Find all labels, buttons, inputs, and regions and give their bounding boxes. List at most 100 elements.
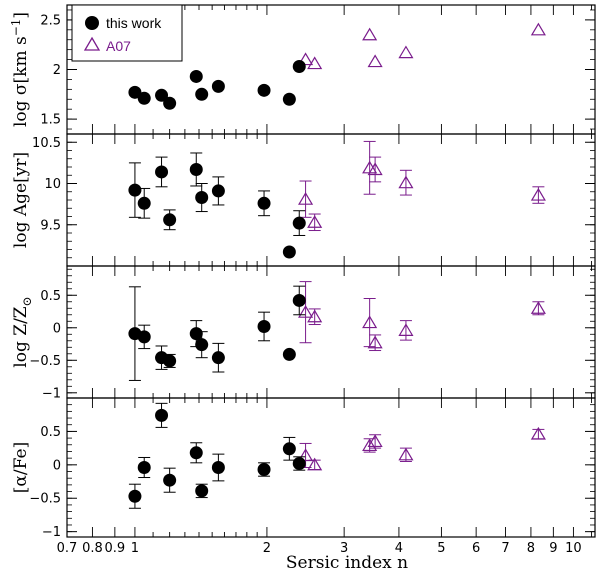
y-axis-title-age: log Age[yr]: [11, 152, 31, 248]
this-work-point: [211, 461, 225, 474]
this-work-point: [195, 191, 209, 205]
x-tick-label: 6: [472, 541, 480, 556]
y-axis-title-part: [α/Fe]: [11, 442, 31, 493]
x-tick-label: 10: [565, 541, 582, 556]
this-work-point: [195, 338, 209, 352]
this-work-point: [292, 293, 306, 307]
this-work-point: [257, 196, 271, 210]
a07-point: [530, 22, 546, 36]
x-axis-title: Sersic index n: [286, 553, 408, 573]
x-tick-label: 9: [549, 541, 557, 556]
y-tick-label: 0.5: [40, 289, 61, 304]
this-work-point: [137, 461, 151, 474]
y-axis-title-metallicity: log Z/Z⊙: [11, 296, 34, 367]
x-tick-label: 5: [437, 541, 445, 556]
this-work-point: [128, 489, 142, 503]
a07-point: [298, 304, 314, 318]
x-tick-label: 0.7: [57, 541, 78, 556]
x-tick-label: 1: [131, 541, 139, 556]
this-work-point: [257, 319, 271, 333]
this-work-point: [163, 354, 177, 368]
this-work-point: [137, 196, 151, 210]
this-work-point: [163, 473, 177, 487]
a07-point: [298, 448, 314, 462]
this-work-point: [211, 184, 225, 198]
this-work-point: [189, 327, 203, 341]
legend-label-a07: A07: [106, 38, 131, 54]
a07-point: [367, 434, 383, 448]
a07-point: [398, 323, 414, 336]
y-axis-title-part: log Z/Z: [11, 306, 31, 367]
y-tick-label: −0.5: [29, 492, 61, 507]
a07-point: [362, 315, 378, 329]
y-axis-title-part: ⊙: [20, 296, 34, 306]
x-tick-label: 2: [263, 541, 271, 556]
this-work-point: [155, 88, 169, 102]
this-work-point: [211, 351, 225, 365]
this-work-point: [257, 463, 271, 477]
y-axis-title-part: ]: [11, 12, 31, 19]
y-tick-label: 2: [53, 63, 61, 78]
this-work-point: [282, 245, 296, 259]
a07-point: [367, 335, 383, 349]
a07-point: [307, 56, 323, 70]
y-axis-title-part: log Age[yr]: [11, 152, 31, 248]
legend-box: [71, 4, 183, 62]
a07-point: [530, 426, 546, 440]
this-work-point: [292, 60, 306, 74]
legend: this work A07: [71, 4, 183, 62]
x-tick-label: 3: [340, 541, 348, 556]
x-axis: 0.7 0.8 0.9 1 2 3 4 5 6 7 8 9 10: [57, 541, 582, 556]
x-tick-label: 8: [527, 541, 535, 556]
this-work-point: [163, 96, 177, 110]
a07-point: [362, 438, 378, 452]
this-work-point: [292, 216, 306, 230]
this-work-point: [137, 91, 151, 105]
this-work-point: [189, 69, 203, 83]
this-work-point: [257, 83, 271, 97]
y-axis-title-alpha_fe: [α/Fe]: [11, 442, 31, 493]
x-tick-label: 4: [395, 541, 403, 556]
this-work-point: [189, 162, 203, 176]
this-work-point: [128, 183, 142, 197]
a07-point: [298, 52, 314, 66]
this-work-point: [211, 79, 225, 93]
y-tick-label: −0.5: [29, 354, 61, 369]
a07-point: [298, 191, 314, 205]
a07-point: [307, 309, 323, 323]
this-work-point: [163, 213, 177, 227]
y-tick-label: 0: [53, 321, 61, 336]
x-tick-label: 0.8: [82, 541, 103, 556]
y-tick-label: 0: [53, 458, 61, 473]
a07-point: [367, 162, 383, 176]
y-axis-title-part: −1: [9, 19, 23, 37]
a07-point: [307, 215, 323, 228]
a07-point: [398, 45, 414, 59]
a07-point: [367, 54, 383, 68]
y-tick-label: 0.5: [40, 425, 61, 440]
this-work-point: [282, 92, 296, 106]
y-axis-title-sigma: log σ[km s−1]: [9, 12, 31, 127]
a07-point: [307, 457, 323, 471]
this-work-point: [137, 330, 151, 344]
panel-frame-alpha_fe: [66, 397, 596, 538]
x-tick-label: 7: [501, 541, 509, 556]
legend-label-this-work: this work: [106, 15, 162, 31]
this-work-point: [195, 484, 209, 498]
y-tick-label: 2.5: [40, 13, 61, 28]
this-work-point: [155, 165, 169, 179]
y-tick-label: 9.5: [40, 218, 61, 233]
legend-marker-a07: [83, 36, 101, 51]
y-tick-label: −1: [42, 525, 61, 540]
this-work-point: [128, 85, 142, 99]
legend-marker-this-work: [85, 16, 99, 30]
this-work-point: [195, 87, 209, 101]
a07-point: [362, 27, 378, 41]
y-tick-label: 10: [44, 177, 61, 192]
this-work-point: [189, 446, 203, 460]
panel-alpha_fe: −1 −0.5 0 0.5 [α/Fe]: [11, 397, 596, 540]
a07-point: [530, 187, 546, 201]
a07-point: [398, 447, 414, 461]
